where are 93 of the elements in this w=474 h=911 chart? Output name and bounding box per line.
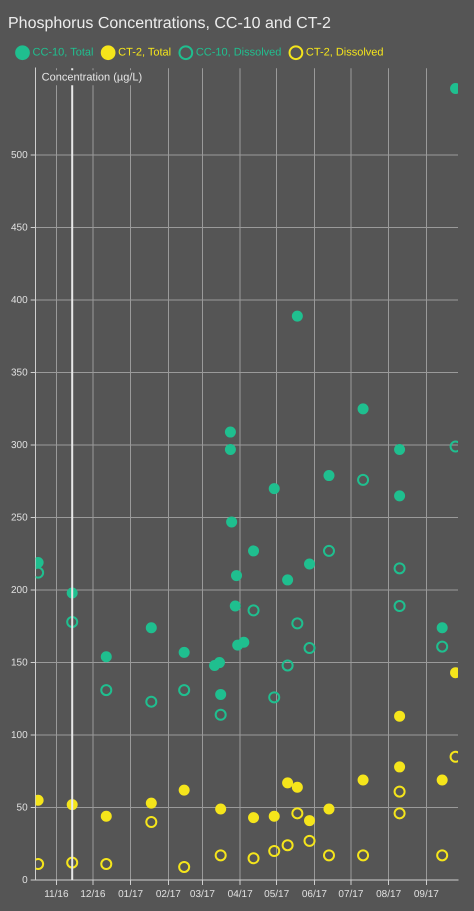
point — [394, 490, 406, 502]
y-tick-label: 200 — [10, 584, 28, 596]
y-tick-label: 500 — [10, 150, 28, 161]
point — [248, 604, 260, 616]
point — [323, 803, 334, 814]
point — [66, 856, 78, 869]
point — [100, 684, 112, 696]
x-tick-label: 07/17 — [338, 888, 364, 900]
point — [214, 849, 227, 862]
point — [282, 839, 294, 852]
point — [224, 426, 236, 438]
point — [304, 642, 316, 654]
x-tick-label: 09/17 — [414, 888, 440, 900]
y-tick-label: 300 — [10, 440, 28, 451]
point — [178, 684, 190, 696]
point — [214, 657, 225, 668]
point — [100, 810, 112, 822]
point — [323, 470, 334, 482]
point — [394, 562, 406, 574]
point — [215, 688, 226, 700]
point — [146, 798, 157, 809]
x-tick-label: 05/17 — [264, 888, 290, 900]
point — [394, 786, 406, 798]
point — [248, 852, 260, 864]
point — [292, 310, 303, 322]
point — [248, 545, 260, 556]
point — [248, 812, 260, 824]
legend-label: CC-10, Total — [32, 46, 94, 59]
y-tick-label: 450 — [10, 222, 28, 234]
point — [230, 600, 241, 612]
point — [282, 659, 294, 672]
y-tick-label: 250 — [10, 512, 28, 524]
point — [358, 774, 369, 786]
point — [394, 444, 406, 455]
point — [66, 616, 78, 628]
x-tick-label: 08/17 — [376, 888, 402, 900]
point — [214, 708, 227, 721]
y-axis-title: Concentration (µg/L) — [42, 72, 142, 84]
x-tick-label: 11/16 — [44, 888, 69, 900]
point — [224, 444, 236, 455]
legend-label: CC-10, Dissolved — [196, 46, 282, 59]
point — [215, 803, 226, 814]
point — [436, 622, 448, 634]
point — [436, 849, 448, 862]
x-tick-label: 02/17 — [156, 888, 182, 900]
x-tick-label: 12/16 — [80, 888, 106, 900]
point — [100, 858, 112, 870]
point — [357, 474, 370, 486]
point — [394, 710, 406, 722]
point — [436, 640, 448, 653]
x-tick-label: 03/17 — [190, 888, 216, 900]
point — [178, 860, 190, 873]
chart-title: Phosphorus Concentrations, CC-10 and CT-2 — [8, 15, 331, 32]
y-tick-label: 350 — [10, 367, 28, 378]
point — [268, 845, 280, 858]
point — [145, 816, 158, 828]
y-tick-label: 400 — [10, 294, 28, 306]
legend-label: CT-2, Dissolved — [306, 46, 384, 59]
point — [304, 815, 316, 826]
x-tick-label: 06/17 — [302, 888, 328, 900]
x-tick-label: 04/17 — [228, 888, 254, 900]
y-tick-label: 50 — [16, 802, 28, 814]
y-tick-label: 0 — [22, 874, 28, 886]
point — [291, 617, 304, 630]
point — [322, 544, 335, 557]
point — [358, 403, 369, 414]
point — [238, 636, 250, 648]
point — [357, 849, 370, 862]
point — [145, 696, 158, 708]
point — [100, 651, 112, 662]
point — [394, 807, 406, 820]
y-tick-label: 150 — [10, 657, 28, 668]
point — [394, 761, 406, 772]
legend-label: CT-2, Total — [118, 46, 172, 59]
point — [282, 574, 294, 586]
point — [226, 516, 238, 528]
point — [178, 784, 190, 796]
point — [292, 782, 303, 793]
point — [394, 600, 406, 612]
point — [268, 483, 280, 494]
point — [282, 777, 294, 788]
point — [231, 570, 242, 582]
point — [304, 834, 316, 847]
point — [436, 774, 448, 786]
y-tick-label: 100 — [10, 730, 28, 741]
point — [304, 558, 316, 570]
point — [268, 691, 280, 704]
point — [178, 646, 190, 658]
point — [322, 849, 335, 862]
point — [146, 622, 157, 634]
x-tick-label: 01/17 — [118, 888, 144, 900]
point — [268, 810, 280, 822]
point — [291, 807, 304, 820]
